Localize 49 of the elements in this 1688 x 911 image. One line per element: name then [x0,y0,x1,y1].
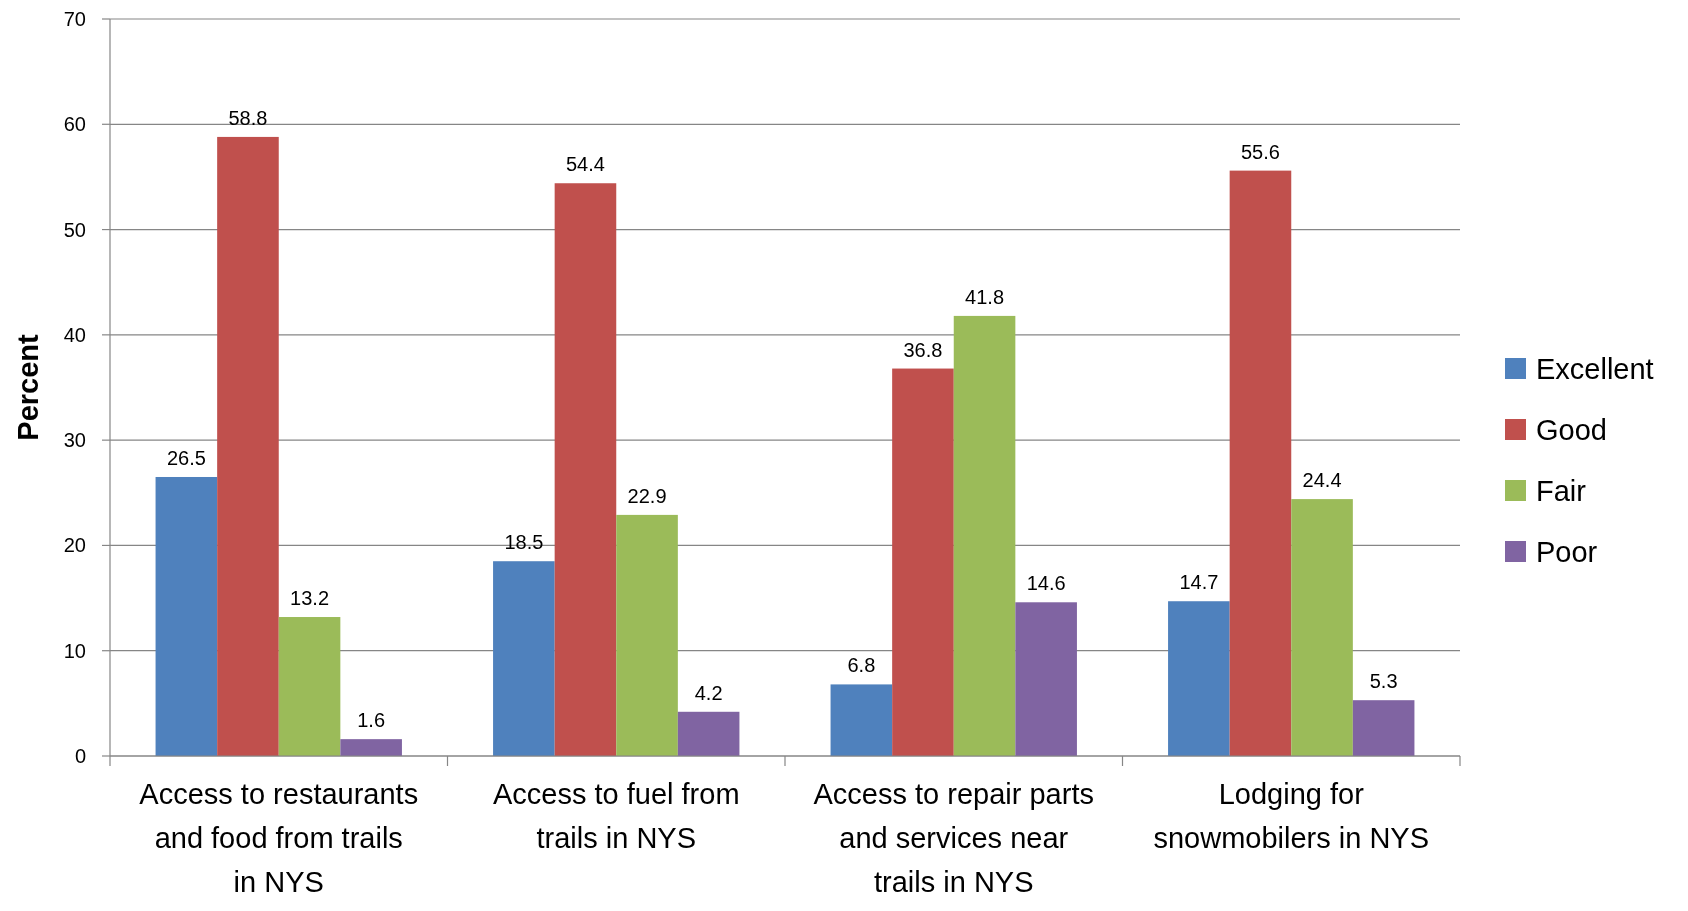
data-label: 24.4 [1302,469,1342,492]
bar [1015,602,1077,756]
bar [340,739,402,756]
data-label: 18.5 [504,531,544,554]
bar [217,136,279,756]
legend-label: Good [1536,414,1607,447]
data-label: 4.2 [694,681,723,704]
x-tick-label: Lodging for snowmobilers in NYS [1153,778,1430,854]
bar [892,368,954,756]
x-tick-label: Access to repair parts and services near trails in NYS [813,778,1094,898]
y-tick-label: 70 [63,8,86,30]
y-tick-label: 20 [63,534,86,557]
y-tick-label: 30 [63,429,86,452]
x-tick-label: Access to restaurants and food from trails in NYS [139,778,419,898]
bar [1291,499,1353,756]
legend-label: Poor [1536,536,1598,569]
bar [1229,170,1292,756]
y-tick-label: 50 [63,218,86,241]
y-tick-label: 0 [74,745,86,767]
data-label: 1.6 [357,709,386,732]
data-label: 14.6 [1026,572,1066,595]
data-label: 6.8 [847,654,876,677]
bar [830,684,893,756]
bar [1352,700,1415,756]
data-label: 41.8 [965,285,1005,308]
bar [616,514,678,756]
data-label: 54.4 [565,153,605,176]
y-axis-title: Percent [12,333,44,441]
y-tick-label: 10 [63,639,86,662]
bar [953,315,1016,756]
data-label: 13.2 [290,587,330,610]
bar [155,476,218,756]
data-label: 36.8 [903,338,943,361]
data-label: 26.5 [166,446,206,469]
legend-label: Fair [1536,475,1587,508]
data-label: 5.3 [1369,670,1398,693]
y-tick-label: 60 [63,113,86,136]
data-label: 22.9 [627,484,667,507]
data-label: 55.6 [1240,140,1280,163]
bar [554,183,617,756]
bar [677,711,740,756]
data-label: 58.8 [228,106,268,129]
x-tick-label: Access to fuel from trails in NYS [492,778,740,854]
bar [493,561,555,756]
bar [1168,601,1230,756]
bar [278,617,341,756]
y-tick-label: 40 [63,323,86,346]
data-label: 14.7 [1179,571,1219,594]
legend-label: Excellent [1536,353,1654,386]
